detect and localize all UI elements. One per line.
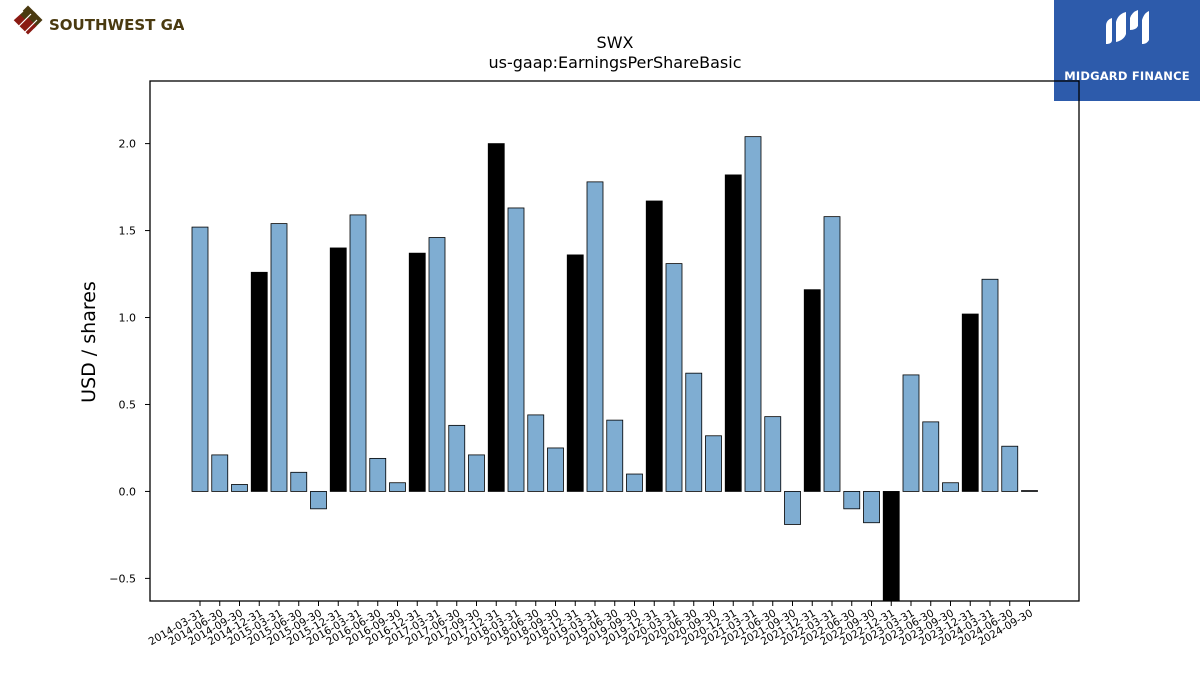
bar-2017-03-31 (428, 237, 446, 492)
plot-frame (149, 80, 1080, 602)
bar-2023-09-30 (942, 482, 959, 492)
bar-2024-03-31 (981, 278, 999, 492)
bar-2023-03-31 (902, 374, 920, 492)
bar-2016-03-31 (349, 214, 367, 492)
bar-2023-12-31 (961, 313, 979, 492)
bar-2014-06-30 (211, 454, 229, 492)
bar-2018-12-31 (566, 254, 584, 492)
bar-2024-09-30 (1021, 490, 1038, 492)
bar-2021-12-31 (803, 289, 821, 492)
midgard-emblem-icon (1106, 10, 1149, 44)
y-axis: −0.5 0.0 0.5 1.0 1.5 2.0 (109, 138, 150, 585)
y-tick-label: −0.5 (109, 572, 136, 585)
bar-2018-09-30 (547, 447, 564, 492)
bar-2021-06-30 (764, 416, 782, 492)
bar-2022-06-30 (843, 491, 861, 510)
x-axis: 2014-03-312014-06-302014-09-302014-12-31… (147, 601, 1035, 648)
chart-title: SWX (597, 33, 634, 52)
bar-2022-03-31 (823, 216, 841, 492)
bar-2023-06-30 (922, 421, 940, 492)
bar-2015-09-30 (310, 491, 327, 510)
bar-2016-06-30 (369, 457, 387, 492)
bar-2019-03-31 (586, 181, 604, 492)
y-tick-label: 1.0 (119, 312, 137, 325)
bar-2019-06-30 (606, 419, 624, 492)
bar-2020-12-31 (724, 174, 742, 492)
bar-2015-03-31 (270, 223, 288, 492)
y-tick-label: 0.5 (119, 398, 137, 411)
bar-2021-03-31 (744, 136, 762, 492)
bar-2022-09-30 (863, 491, 880, 524)
bar-2018-03-31 (507, 207, 525, 492)
bar-2017-12-31 (487, 143, 505, 492)
bar-2019-09-30 (626, 473, 643, 492)
bar-2017-06-30 (448, 424, 466, 492)
southwest-gas-emblem-icon: SOUTHWEST GAS (12, 5, 195, 35)
y-tick-label: 0.0 (119, 485, 137, 498)
y-tick-label: 2.0 (119, 138, 137, 151)
finance-name: MIDGARD FINANCE (1064, 69, 1190, 83)
bar-2016-12-31 (408, 252, 426, 492)
bar-2024-06-30 (1001, 445, 1019, 492)
bar-2016-09-30 (389, 482, 406, 492)
bar-2014-12-31 (250, 271, 268, 492)
y-axis-label: USD / shares (78, 281, 100, 403)
bar-2021-09-30 (784, 491, 801, 525)
bar-2015-06-30 (290, 471, 308, 492)
bar-2020-09-30 (705, 435, 722, 492)
bars-group (191, 136, 1038, 602)
southwest-gas-logo: SOUTHWEST GAS (4, 4, 195, 44)
chart-subtitle: us-gaap:EarningsPerShareBasic (488, 53, 741, 72)
bar-2018-06-30 (527, 414, 545, 492)
bar-2017-09-30 (468, 454, 485, 492)
bar-2022-12-31 (882, 491, 900, 602)
bar-2020-06-30 (685, 372, 703, 492)
midgard-finance-logo: MIDGARD FINANCE (1054, 0, 1200, 101)
bar-2019-12-31 (645, 200, 663, 492)
bar-2014-09-30 (231, 484, 248, 492)
company-name: SOUTHWEST GAS (49, 16, 184, 34)
bar-2015-12-31 (329, 247, 347, 492)
y-tick-label: 1.5 (119, 225, 137, 238)
bar-2020-03-31 (665, 263, 683, 492)
bar-2014-03-31 (191, 226, 209, 492)
